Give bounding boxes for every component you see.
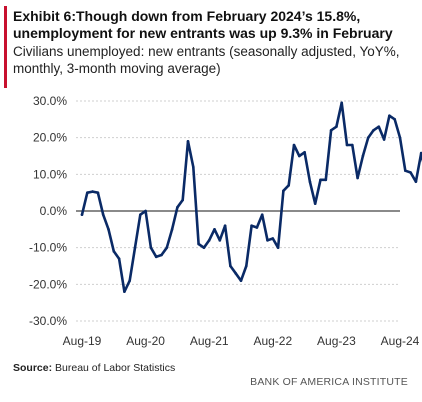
- data-point: [181, 198, 184, 202]
- data-point: [170, 228, 174, 231]
- data-point: [91, 190, 94, 193]
- data-point: [80, 213, 84, 216]
- subtitle-line-2: monthly, 3-month moving average): [13, 61, 221, 76]
- title-line-2: unemployment for new entrants was up 9.3…: [13, 25, 393, 41]
- title-line-1: Exhibit 6:Though down from February 2024…: [13, 8, 361, 24]
- data-point: [117, 257, 121, 260]
- data-point: [329, 129, 333, 132]
- data-point: [255, 226, 259, 229]
- data-point: [308, 180, 312, 183]
- chart-title: Exhibit 6:Though down from February 2024…: [13, 8, 413, 42]
- data-point: [192, 165, 195, 169]
- x-tick-label: Aug-22: [253, 334, 292, 348]
- data-point: [414, 180, 418, 183]
- series-line: [80, 101, 422, 293]
- data-point: [361, 154, 365, 158]
- data-point: [223, 224, 227, 227]
- data-point: [229, 264, 232, 268]
- data-point: [345, 143, 349, 147]
- data-point: [218, 239, 222, 242]
- data-point: [351, 143, 354, 147]
- data-point: [388, 114, 391, 117]
- data-point: [160, 253, 163, 257]
- x-tick-label: Aug-23: [317, 334, 356, 348]
- data-point: [313, 202, 317, 205]
- data-point: [324, 178, 328, 182]
- data-point: [197, 242, 200, 246]
- brand-logo-text: BANK OF AMERICA INSTITUTE: [250, 376, 408, 388]
- x-tick-label: Aug-20: [126, 334, 165, 348]
- data-point: [260, 213, 264, 216]
- data-point: [419, 151, 422, 155]
- y-tick-label: -10.0%: [29, 241, 67, 255]
- data-point: [271, 237, 275, 240]
- data-point: [276, 246, 280, 249]
- y-tick-label: 0.0%: [40, 204, 68, 218]
- data-point: [282, 189, 285, 193]
- source-label: Source:: [13, 362, 53, 374]
- data-point: [154, 255, 158, 259]
- y-tick-label: 10.0%: [33, 167, 67, 181]
- data-point: [245, 264, 248, 268]
- data-point: [86, 191, 89, 194]
- data-point: [213, 228, 216, 231]
- data-point: [123, 290, 126, 293]
- data-point: [207, 239, 211, 242]
- data-point: [128, 279, 131, 282]
- data-point: [239, 279, 243, 282]
- data-point: [266, 239, 269, 242]
- data-point: [298, 154, 301, 158]
- subtitle-line-1: Civilians unemployed: new entrants (seas…: [13, 44, 400, 59]
- x-tick-label: Aug-21: [190, 334, 229, 348]
- data-point: [234, 272, 237, 275]
- data-point: [287, 184, 291, 187]
- y-tick-label: 30.0%: [33, 94, 67, 108]
- x-tick-label: Aug-24: [381, 334, 420, 348]
- data-point: [404, 169, 407, 172]
- data-point: [366, 136, 370, 139]
- data-point: [372, 129, 375, 132]
- data-point: [292, 143, 296, 147]
- data-point: [377, 125, 381, 128]
- data-point: [356, 176, 359, 180]
- data-point: [398, 136, 402, 139]
- source-text: Bureau of Labor Statistics: [52, 362, 176, 374]
- accent-bar: [4, 6, 7, 88]
- data-point: [335, 125, 338, 128]
- data-point: [202, 246, 206, 249]
- chart-subtitle: Civilians unemployed: new entrants (seas…: [13, 43, 413, 77]
- x-tick-label: Aug-19: [63, 334, 102, 348]
- data-point: [133, 246, 137, 249]
- data-point: [319, 178, 322, 182]
- data-point: [101, 213, 105, 216]
- data-point: [250, 224, 253, 227]
- data-point: [144, 209, 147, 213]
- y-tick-label: -20.0%: [29, 277, 67, 291]
- data-point: [382, 138, 386, 141]
- y-tick-label: 20.0%: [33, 131, 67, 145]
- data-point: [139, 213, 142, 216]
- data-point: [303, 151, 306, 154]
- data-point: [176, 206, 179, 209]
- data-point: [112, 250, 116, 253]
- data-point: [340, 101, 344, 105]
- data-point: [165, 246, 169, 249]
- data-point: [393, 118, 397, 121]
- data-point: [107, 228, 110, 231]
- data-point: [409, 171, 412, 174]
- data-point: [96, 191, 100, 194]
- data-point: [186, 140, 190, 143]
- y-tick-label: -30.0%: [29, 314, 67, 328]
- source-note: Source: Bureau of Labor Statistics: [13, 362, 175, 374]
- data-point: [149, 246, 153, 249]
